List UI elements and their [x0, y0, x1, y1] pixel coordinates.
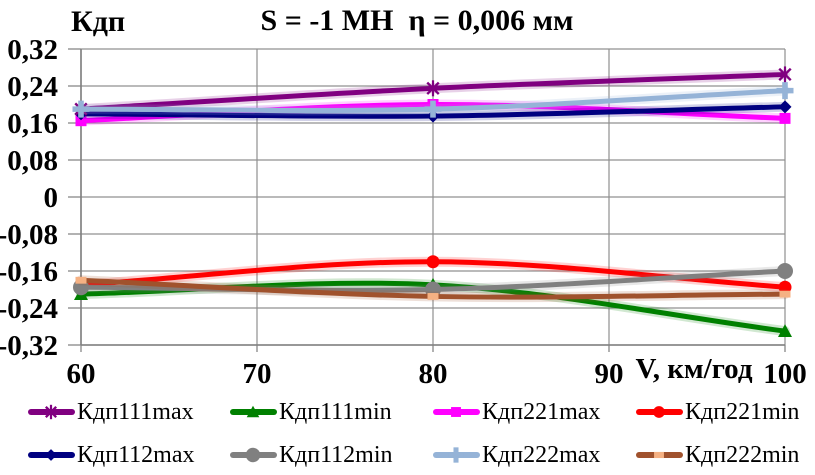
series-Кдп111min-marker: [778, 324, 792, 338]
y-tick-label: 0,32: [7, 34, 58, 66]
legend-marker-square: [451, 407, 461, 417]
legend-sample-Кдп112min: [230, 447, 277, 463]
x-tick-label: 90: [595, 358, 624, 390]
legend-item-Кдп221max: Кдп221max: [433, 399, 600, 425]
x-tick-label: 70: [243, 358, 272, 390]
x-axis-title: V, км/год: [635, 353, 753, 385]
legend-sample-Кдп221min: [636, 406, 683, 418]
y-tick-label: 0,16: [7, 108, 58, 140]
legend-item-Кдп222max: Кдп222max: [433, 442, 600, 468]
y-tick-label: 0,08: [7, 145, 58, 177]
series-Кдп222max-marker: [72, 100, 90, 118]
legend-label: Кдп111min: [279, 399, 392, 425]
legend-item-Кдп112min: Кдп112min: [230, 442, 393, 468]
legend-marker-plus: [448, 447, 464, 463]
legend-item-Кдп222min: Кдп222min: [636, 442, 799, 468]
legend-label: Кдп221min: [685, 399, 800, 425]
legend-label: Кдп222max: [482, 442, 601, 468]
legend-item-Кдп111max: Кдп111max: [28, 399, 194, 425]
x-tick-label: 60: [67, 358, 96, 390]
series-Кдп112min-marker: [777, 263, 793, 279]
series-Кдп222min-marker: [779, 290, 791, 298]
y-axis-title: Кдп: [71, 5, 126, 38]
series-Кдп222min-marker: [427, 293, 439, 300]
legend-label: Кдп112max: [77, 442, 195, 468]
legend-item-Кдп111min: Кдп111min: [230, 399, 392, 425]
series-Кдп221max-marker: [75, 115, 87, 127]
legend-marker-diamond: [45, 449, 57, 461]
y-tick-label: -0,08: [0, 219, 58, 251]
y-tick-label: 0,24: [7, 71, 58, 103]
legend-label: Кдп112min: [279, 442, 393, 468]
series-Кдп111max-marker: [778, 66, 792, 83]
legend-label: Кдп111max: [77, 399, 194, 425]
series-Кдп111max-marker: [426, 80, 440, 97]
x-tick-label: 80: [419, 358, 448, 390]
legend-marker-circle: [245, 447, 261, 463]
legend-label: Кдп222min: [685, 442, 800, 468]
legend-sample-Кдп111max: [28, 404, 75, 420]
series-Кдп112max-marker: [778, 100, 792, 114]
series-Кдп221min-marker: [426, 255, 440, 269]
y-tick-label: -0,24: [0, 293, 58, 325]
series-Кдп221min-marker: [778, 280, 792, 294]
legend-marker-dash: [654, 451, 664, 459]
y-tick-label: -0,16: [0, 256, 58, 288]
legend-item-Кдп112max: Кдп112max: [28, 442, 195, 468]
legend-sample-Кдп221max: [433, 407, 480, 417]
y-tick-label: 0: [44, 182, 59, 214]
chart-title: S = -1 МН η = 0,006 мм: [260, 4, 574, 37]
series-Кдп222max-marker: [776, 82, 794, 100]
series-Кдп222min-marker: [75, 276, 87, 284]
legend-sample-Кдп112max: [28, 449, 75, 461]
legend-label: Кдп221max: [482, 399, 601, 425]
series-Кдп222max-marker: [424, 100, 442, 118]
series-Кдп221max-marker: [779, 112, 791, 124]
legend-sample-Кдп222max: [433, 447, 480, 463]
legend-marker-asterisk: [44, 404, 58, 420]
y-tick-label: -0,32: [0, 330, 58, 362]
legend-sample-Кдп222min: [636, 451, 683, 459]
x-tick-label: 100: [763, 358, 807, 390]
legend-sample-Кдп111min: [230, 405, 277, 418]
legend-item-Кдп221min: Кдп221min: [636, 399, 799, 425]
legend-marker-circle: [653, 406, 665, 418]
legend-marker-triangle: [246, 405, 260, 418]
